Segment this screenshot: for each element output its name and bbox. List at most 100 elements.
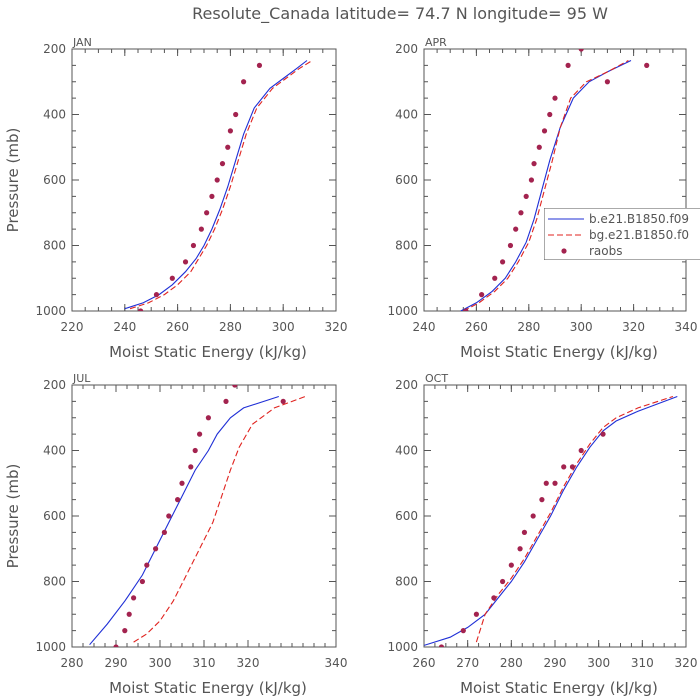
raobs-point	[232, 385, 238, 388]
raobs-point	[479, 292, 485, 298]
raobs-point	[539, 497, 545, 503]
plot-frame	[71, 48, 337, 312]
raobs-point	[219, 161, 226, 167]
panel-title: OCT	[425, 372, 448, 385]
raobs-point	[543, 480, 549, 486]
raobs-point	[241, 79, 247, 85]
x-tick-label: 280	[61, 656, 84, 670]
raobs-point	[161, 529, 167, 535]
x-tick-label: 290	[544, 656, 567, 670]
x-axis-label: Moist Static Energy (kJ/kg)	[460, 679, 658, 697]
series-line-bg	[129, 60, 313, 310]
legend-body: b.e21.B1850.f09 bg.e21.B1850.f0 raobs	[544, 208, 700, 260]
legend-label: raobs	[589, 244, 623, 258]
raobs-point	[138, 308, 144, 311]
x-tick-label: 310	[193, 656, 216, 670]
legend-swatch-dot	[561, 248, 567, 254]
raobs-point	[517, 546, 523, 552]
y-tick-label: 600	[43, 173, 66, 187]
raobs-point	[153, 546, 159, 552]
panel-oct: OCT 260 270 280 290 300 310 320 200 400 600 800 1000…	[387, 372, 697, 697]
raobs-point	[205, 415, 211, 421]
data-layer	[460, 49, 650, 311]
raobs-point	[233, 111, 239, 118]
panel-title: JAN	[72, 36, 92, 49]
raobs-point	[175, 497, 181, 503]
series-line-b	[124, 60, 308, 310]
raobs-point	[209, 193, 215, 199]
raobs-point	[438, 644, 445, 647]
raobs-point	[492, 275, 498, 281]
legend-box	[544, 208, 700, 260]
y-tick-label: 400	[395, 444, 418, 458]
x-tick-label: 220	[61, 320, 84, 334]
y-tick-label: 800	[43, 239, 66, 253]
raobs-point	[536, 144, 542, 150]
y-tick-label: 800	[395, 239, 418, 253]
y-axis-label: Pressure (mb)	[4, 128, 22, 233]
y-tick-label: 400	[43, 108, 66, 122]
raobs-point	[531, 161, 537, 167]
raobs-point	[530, 513, 536, 519]
figure-title: Resolute_Canada latitude= 74.7 N longitu…	[192, 4, 608, 24]
raobs-point	[518, 210, 524, 216]
raobs-point	[166, 513, 172, 519]
y-tick-label: 1000	[387, 304, 418, 318]
raobs-point	[192, 447, 198, 454]
raobs-point	[122, 628, 128, 634]
raobs-point	[197, 431, 203, 437]
x-tick-label: 340	[675, 320, 698, 334]
raobs-point	[508, 562, 514, 568]
raobs-point	[139, 578, 145, 585]
x-tick-label: 280	[517, 320, 540, 334]
raobs-point	[569, 464, 576, 470]
y-tick-label: 600	[395, 509, 418, 523]
raobs-point	[600, 431, 606, 437]
raobs-point	[153, 292, 160, 298]
raobs-point	[179, 480, 185, 486]
y-tick-label: 800	[395, 575, 418, 589]
y-tick-label: 200	[43, 378, 66, 392]
x-axis-label: Moist Static Energy (kJ/kg)	[109, 343, 307, 361]
y-tick-label: 800	[43, 575, 66, 589]
raobs-point	[204, 210, 210, 216]
raobs-point	[578, 49, 584, 52]
panel-jul: JUL 280 290 300 310 320 340 200 400 600 800 1000 Moi…	[4, 372, 347, 697]
series-line-b	[460, 60, 632, 311]
x-tick-label: 300	[272, 320, 295, 334]
raobs-point	[513, 226, 519, 232]
raobs-point	[552, 480, 558, 486]
legend-label: bg.e21.B1850.f0	[589, 228, 689, 242]
x-tick-label: 320	[622, 320, 645, 334]
x-tick-label: 240	[113, 320, 136, 334]
raobs-point	[169, 275, 175, 281]
panel-title: APR	[425, 36, 447, 49]
y-axis-label: Pressure (mb)	[4, 464, 22, 569]
raobs-point	[131, 595, 137, 601]
raobs-point	[223, 398, 229, 404]
x-axis-label: Moist Static Energy (kJ/kg)	[460, 343, 658, 361]
x-tick-label: 300	[149, 656, 172, 670]
raobs-point	[578, 447, 584, 454]
y-tick-label: 1000	[35, 640, 66, 654]
y-tick-label: 600	[43, 509, 66, 523]
plot-frame	[71, 384, 337, 648]
y-tick-label: 1000	[387, 640, 418, 654]
raobs-point	[528, 177, 535, 183]
x-tick-label: 300	[570, 320, 593, 334]
raobs-point	[644, 62, 650, 68]
x-tick-label: 270	[456, 656, 479, 670]
legend: b.e21.B1850.f09 bg.e21.B1850.f0 raobs	[544, 208, 700, 260]
raobs-point	[500, 578, 506, 585]
raobs-point	[256, 62, 263, 68]
y-tick-label: 1000	[35, 304, 66, 318]
raobs-point	[113, 644, 119, 647]
x-tick-label: 260	[465, 320, 488, 334]
x-tick-label: 300	[587, 656, 610, 670]
x-tick-label: 320	[675, 656, 698, 670]
raobs-point	[182, 259, 189, 265]
series-line-bg	[475, 395, 674, 643]
raobs-point	[190, 242, 197, 249]
raobs-point	[604, 79, 611, 85]
raobs-point	[188, 464, 194, 470]
